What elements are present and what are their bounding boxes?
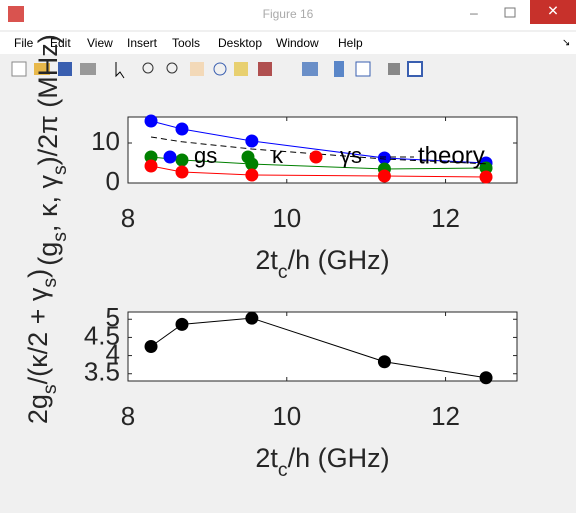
menu: File Edit View Insert Tools Desktop Window Help [14, 36, 363, 50]
dock-arrow[interactable]: ↘ [562, 38, 570, 49]
y-axis-label-part: )/2π (MHz) [33, 34, 63, 165]
tool-brush[interactable] [258, 62, 272, 76]
data-point [377, 355, 391, 369]
menu-item[interactable]: Desktop [218, 36, 262, 50]
y-axis-label-part: s [49, 232, 71, 242]
tool-new[interactable] [11, 61, 27, 77]
data-point [144, 150, 158, 164]
x-tick-label: 8 [121, 401, 135, 431]
menu-item[interactable]: File [14, 36, 34, 50]
y-axis-label-part: ) [23, 269, 53, 278]
y-axis-label-part: /(κ/2 + γ [23, 287, 53, 384]
x-axis-label: 2tc/h (GHz) [255, 443, 389, 481]
y-tick-label: 5 [106, 302, 120, 332]
data-point [377, 151, 391, 165]
y-axis-label-part: , κ, γ [33, 175, 63, 233]
y-axis-label-part: 2g [23, 394, 53, 424]
title-bar [0, 0, 576, 30]
tool-zoom-out[interactable] [166, 62, 178, 74]
menu-item[interactable]: Window [276, 36, 319, 50]
y-axis-label-part: s [39, 384, 61, 394]
x-axis-label-part: c [278, 459, 288, 481]
x-tick-label: 10 [272, 401, 301, 431]
data-point [479, 371, 493, 385]
data-point [479, 170, 493, 184]
data-point [377, 169, 391, 183]
data-point [245, 168, 259, 182]
close-icon: ✕ [547, 3, 559, 19]
tool-pan[interactable] [190, 62, 204, 76]
maximize-button[interactable] [504, 7, 516, 18]
y-axis-label: 2gs/(κ/2 + γs) [23, 269, 61, 424]
tool-open[interactable] [34, 63, 50, 75]
y-axis-label-part: (g [33, 242, 63, 266]
data-point [479, 161, 493, 175]
app-icon [8, 6, 24, 22]
data-point [175, 317, 189, 331]
tool-datacursor[interactable] [234, 62, 248, 76]
data-point [144, 159, 158, 173]
y-axis-label: (gs, κ, γs)/2π (MHz) [33, 34, 71, 266]
x-axis-label-part: /h (GHz) [288, 443, 390, 473]
tool-legend[interactable] [355, 61, 371, 77]
y-tick-label: 3.5 [84, 357, 120, 387]
x-axis-label-part: 2t [255, 443, 278, 473]
x-tick-label: 12 [431, 401, 460, 431]
tool-hide[interactable] [388, 63, 400, 75]
x-axis-label-part: /h (GHz) [288, 245, 390, 275]
window-title: Figure 16 [263, 7, 314, 21]
legend-marker [163, 150, 177, 164]
legend-marker [241, 150, 255, 164]
tool-colorbar[interactable] [334, 61, 344, 77]
data-point [175, 153, 189, 167]
legend-label: gs [194, 143, 217, 168]
menu-bar [0, 32, 576, 54]
x-tick-label: 8 [121, 203, 135, 233]
toolbar [11, 61, 423, 79]
data-point [144, 340, 158, 353]
tool-zoom-in[interactable] [142, 62, 154, 74]
x-tick-label: 12 [431, 203, 460, 233]
close-button[interactable] [530, 0, 576, 24]
y-axis-label-part: s [49, 165, 71, 175]
series-line [150, 136, 487, 165]
minimize-button[interactable]: – [470, 5, 478, 21]
tool-show[interactable] [407, 61, 423, 77]
tool-pointer[interactable] [115, 62, 125, 79]
tool-save[interactable] [58, 62, 72, 76]
x-tick-label: 10 [272, 203, 301, 233]
y-tick-label: 10 [91, 126, 120, 156]
legend-label: κ [272, 143, 284, 168]
menu-item[interactable]: Edit [50, 36, 71, 50]
data-point [245, 311, 259, 325]
menu-item[interactable]: Insert [127, 36, 158, 50]
x-axis-label: 2tc/h (GHz) [255, 245, 389, 283]
menu-item[interactable]: Help [338, 36, 363, 50]
data-point [175, 122, 189, 136]
data-point [175, 165, 189, 179]
data-point [245, 134, 259, 148]
y-axis-label-part: s [39, 278, 61, 288]
y-tick-label: 4.5 [84, 320, 120, 350]
data-point [144, 114, 158, 128]
tool-rotate[interactable] [213, 62, 227, 76]
tool-link[interactable] [302, 62, 318, 76]
tool-print[interactable] [80, 63, 96, 75]
x-axis-label-part: 2t [255, 245, 278, 275]
y-tick-label: 4 [106, 338, 120, 368]
legend-marker [309, 150, 323, 164]
x-axis-label-part: c [278, 261, 288, 283]
menu-item[interactable]: Tools [172, 36, 200, 50]
y-tick-label: 0 [106, 166, 120, 196]
menu-item[interactable]: View [87, 36, 113, 50]
legend-label: theory [418, 142, 485, 169]
legend-label: γs [340, 143, 362, 168]
